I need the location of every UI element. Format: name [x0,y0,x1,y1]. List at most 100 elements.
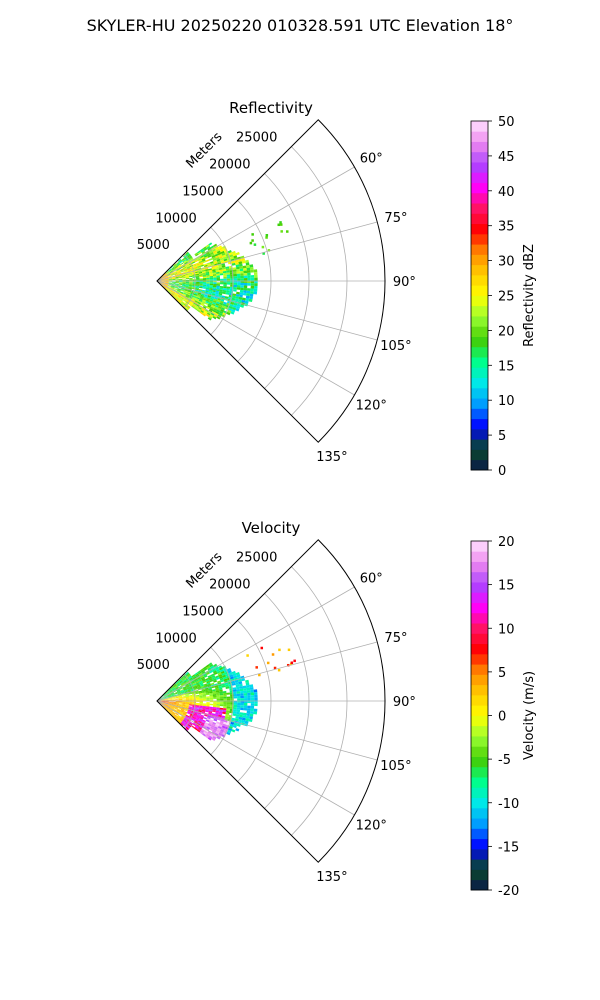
echo-gate [216,285,220,288]
echo-gate [187,254,191,258]
echo-gate [211,255,216,258]
echo-gate [185,707,189,709]
echo-gate [168,697,172,699]
echo-gate [210,261,214,264]
echo-gate [202,276,207,279]
echo-gate [195,691,199,694]
echo-gate [212,705,217,708]
echo-gate [188,272,193,275]
echo-gate [196,295,201,299]
echo-gate [253,692,258,696]
echo-gate [200,294,205,298]
echo-gate [183,304,187,308]
echo-gate [176,269,181,272]
echo-gate [245,718,250,722]
echo-gate [166,271,170,275]
echo-gate [211,311,216,315]
echo-gate [180,270,185,273]
azimuth-tick-label: 90° [393,275,416,290]
echo-gate [166,271,170,274]
echo-gate [185,696,190,698]
echo-gate [168,710,172,713]
echo-gate [172,291,176,294]
echo-gate [206,298,211,301]
echo-gate [179,718,183,721]
azimuth-spoke [156,700,378,761]
echo-gate [201,722,205,725]
echo-gate [253,711,258,715]
echo-gate [240,282,244,286]
echo-gate [171,694,175,696]
echo-gate [196,722,201,726]
echo-gate [253,285,258,289]
echo-gate [215,708,220,712]
echo-gate [178,705,182,708]
echo-gate [185,726,189,730]
echo-gate [205,287,210,290]
echo-gate [223,274,227,277]
echo-gate [169,709,173,712]
echo-gate [167,705,171,708]
echo-gate [198,260,203,264]
echo-gate [178,283,183,286]
echo-gate [231,297,236,301]
echo-gate [208,292,212,295]
echo-gate [195,674,200,678]
echo-gate [209,314,214,318]
echo-gate [198,290,202,293]
echo-gate [188,287,192,290]
echo-gate [216,721,220,725]
echo-gate [204,302,209,306]
echo-gate [215,288,220,292]
echo-gate [202,719,206,723]
echo-gate [195,272,199,275]
echo-gate [207,303,212,307]
echo-gate [193,722,197,726]
echo-gate [187,289,192,292]
echo-gate [183,717,188,721]
echo-gate [171,277,176,279]
echo-gate [201,289,206,292]
echo-gate [205,270,210,273]
echo-gate [216,250,221,254]
echo-gate [186,266,190,269]
echo-gate [241,299,246,304]
echo-gate [206,283,210,286]
azimuth-tick-label: 60° [360,571,383,586]
echo-gate [240,695,244,699]
echo-gate [201,720,206,724]
echo-gate [164,276,168,278]
echo-gate [186,687,191,690]
echo-gate [212,692,217,695]
echo-speckle [251,233,254,236]
echo-gate [160,275,164,279]
echo-gate [212,676,216,680]
echo-gate [200,309,205,314]
echo-gate [187,724,192,728]
echo-gate [217,298,222,301]
echo-gate [168,704,172,706]
echo-gate [177,683,181,687]
echo-gate [232,267,237,270]
echo-gate [168,695,172,698]
echo-gate [178,279,183,281]
echo-gate [193,294,197,298]
echo-gate [198,710,202,713]
echo-gate [240,698,245,701]
echo-gate [198,259,203,263]
echo-gate [209,734,214,738]
echo-gate [169,689,173,693]
echo-gate [221,715,226,719]
echo-gate [205,286,210,289]
echo-gate [202,271,206,274]
echo-gate [165,281,169,283]
range-tick-label: 20000 [209,158,250,173]
echo-gate [187,688,191,691]
echo-gate [175,279,180,281]
echo-gate [182,284,186,286]
echo-gate [201,302,205,305]
echo-gate [208,257,213,261]
echo-gate [213,243,218,248]
